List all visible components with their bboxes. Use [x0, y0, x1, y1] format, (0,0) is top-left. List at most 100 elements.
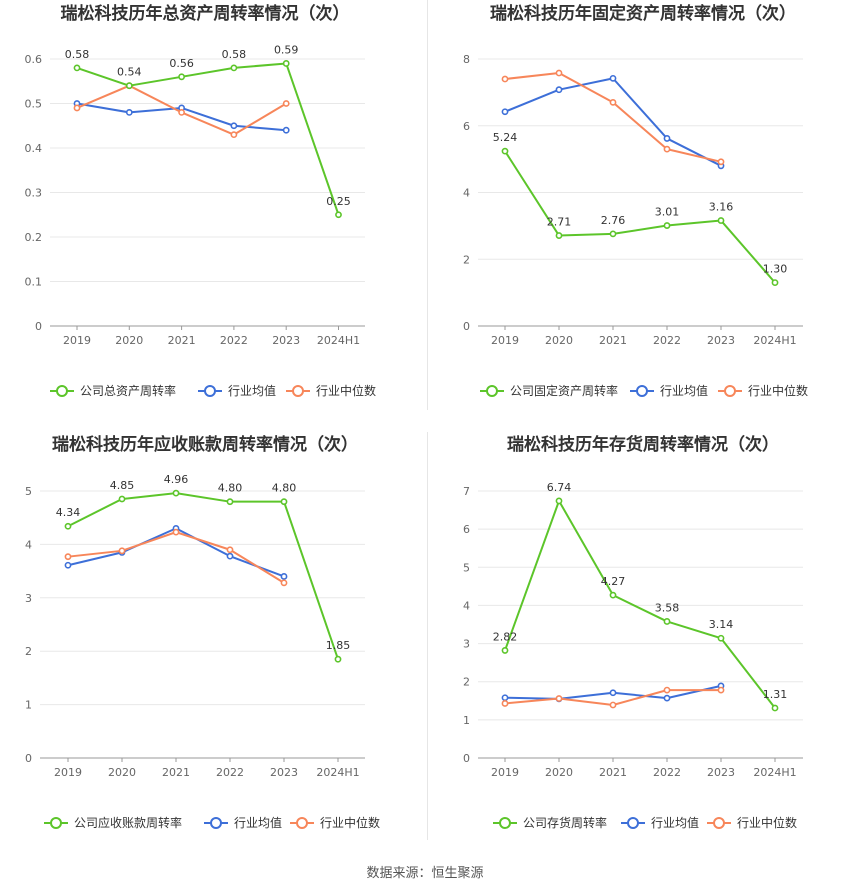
data-point: [282, 126, 290, 134]
data-point: [501, 75, 509, 83]
data-point: [280, 498, 288, 506]
y-tick-label: 1: [25, 699, 32, 712]
legend-marker: [210, 817, 222, 829]
x-tick-label: 2019: [491, 334, 519, 347]
data-point: [73, 104, 81, 112]
x-tick-label: 2024H1: [753, 334, 796, 347]
x-tick-label: 2022: [653, 334, 681, 347]
chart-title: 瑞松科技历年应收账款周转率情况（次）: [52, 434, 358, 455]
data-label: 3.14: [709, 618, 734, 631]
legend-marker: [636, 385, 648, 397]
data-point: [118, 495, 126, 503]
data-point: [663, 145, 671, 153]
data-label: 0.59: [274, 43, 299, 56]
data-label: 0.54: [117, 66, 142, 79]
chart-2: 瑞松科技历年固定资产周转率情况（次） 0 2 4 6 8 2019 2020 2021 2022 2…: [463, 3, 808, 398]
x-tick-label: 2019: [54, 766, 82, 779]
legend-label: 公司应收账款周转率: [74, 815, 182, 830]
data-point: [501, 147, 509, 155]
data-point: [771, 704, 779, 712]
y-tick-label: 5: [25, 485, 32, 498]
data-label: 1.85: [326, 639, 351, 652]
legend-marker: [627, 817, 639, 829]
data-point: [64, 553, 72, 561]
legend-marker: [204, 385, 216, 397]
data-label: 6.74: [547, 481, 572, 494]
x-tick-label: 2020: [115, 334, 143, 347]
y-tick-label: 0.1: [25, 276, 43, 289]
data-point: [230, 131, 238, 139]
data-label: 4.96: [164, 473, 189, 486]
legend-label: 行业中位数: [316, 383, 376, 398]
y-tick-label: 2: [463, 253, 470, 266]
data-point: [663, 686, 671, 694]
y-tick-label: 0.2: [25, 231, 43, 244]
data-point: [555, 497, 563, 505]
y-tick-label: 0.6: [25, 53, 43, 66]
data-point: [282, 100, 290, 107]
data-point: [501, 108, 509, 116]
y-tick-label: 6: [463, 523, 470, 536]
x-tick-label: 2023: [272, 334, 300, 347]
y-tick-label: 0.4: [25, 142, 43, 155]
data-point: [280, 573, 288, 580]
data-point: [125, 82, 133, 90]
chart-title: 瑞松科技历年总资产周转率情况（次）: [61, 3, 350, 24]
data-label: 3.16: [709, 201, 734, 214]
y-tick-label: 8: [463, 53, 470, 66]
y-tick-label: 3: [463, 638, 470, 651]
series-line: [67, 492, 339, 660]
y-tick-label: 7: [463, 485, 470, 498]
chart-title: 瑞松科技历年存货周转率情况（次）: [507, 434, 779, 455]
data-point: [663, 694, 671, 702]
chart-title: 瑞松科技历年固定资产周转率情况（次）: [490, 3, 796, 24]
data-label: 5.24: [493, 131, 518, 144]
data-point: [230, 122, 238, 130]
data-point: [501, 700, 509, 707]
data-point: [609, 701, 617, 709]
data-label: 1.31: [763, 688, 788, 701]
legend-marker: [296, 817, 308, 829]
y-tick-label: 2: [25, 645, 32, 658]
series-line: [504, 77, 722, 167]
data-point: [501, 694, 509, 702]
data-label: 0.25: [326, 195, 351, 208]
data-point: [555, 695, 563, 702]
x-tick-label: 2023: [270, 766, 298, 779]
legend-label: 公司存货周转率: [523, 815, 607, 830]
data-point: [609, 230, 617, 238]
x-tick-label: 2022: [220, 334, 248, 347]
x-tick-label: 2019: [491, 766, 519, 779]
data-point: [73, 64, 81, 72]
data-point: [663, 222, 671, 229]
x-tick-label: 2023: [707, 334, 735, 347]
data-point: [555, 69, 563, 77]
y-tick-label: 4: [463, 599, 470, 612]
y-tick-label: 0.3: [25, 187, 43, 200]
legend-marker: [56, 385, 68, 397]
y-tick-label: 4: [463, 187, 470, 200]
data-point: [64, 561, 72, 569]
data-point: [226, 552, 234, 560]
data-point: [118, 547, 126, 555]
y-tick-label: 0: [463, 320, 470, 333]
y-tick-label: 0: [35, 320, 42, 333]
legend-label: 公司总资产周转率: [80, 383, 176, 398]
data-point: [663, 135, 671, 142]
data-point: [609, 591, 617, 599]
legend-label: 行业中位数: [748, 383, 808, 398]
legend-marker: [499, 817, 511, 829]
data-label: 2.76: [601, 214, 626, 227]
data-label: 4.34: [56, 506, 81, 519]
data-point: [178, 73, 185, 81]
x-tick-label: 2024H1: [316, 766, 359, 779]
x-tick-label: 2022: [216, 766, 244, 779]
data-point: [178, 109, 185, 116]
y-tick-label: 1: [463, 714, 470, 727]
y-tick-label: 0: [25, 752, 32, 765]
x-tick-label: 2021: [168, 334, 196, 347]
data-point: [334, 655, 342, 663]
data-point: [172, 528, 180, 536]
vertical-divider: [427, 432, 428, 840]
